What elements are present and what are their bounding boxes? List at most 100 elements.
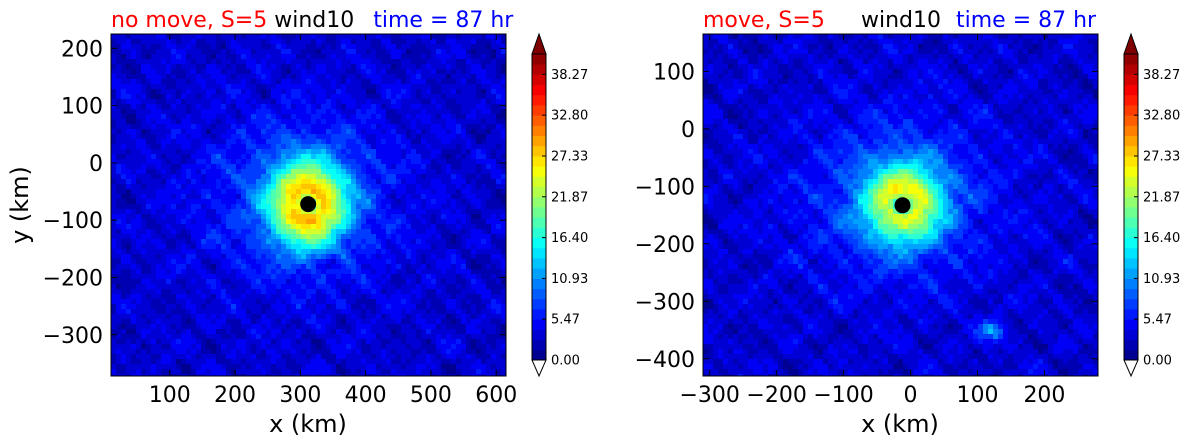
field-cell [276,309,282,315]
field-cell [481,154,487,160]
field-cell [376,249,382,255]
field-cell [496,289,502,295]
field-cell [431,254,437,260]
field-cell [411,124,417,130]
field-cell [471,239,477,245]
field-cell [181,174,187,180]
field-cell [186,229,192,235]
field-cell [386,104,392,110]
field-cell [151,314,157,320]
field-cell [401,184,407,190]
field-cell [276,284,282,290]
field-cell [491,214,497,220]
field-cell [496,264,502,270]
field-cell [436,239,442,245]
field-cell [461,34,467,40]
field-cell [316,224,322,230]
field-cell [371,264,377,270]
field-cell [181,309,187,315]
field-cell [411,219,417,225]
field-cell [326,74,332,80]
field-cell [371,109,377,115]
field-cell [441,274,447,280]
field-cell [446,224,452,230]
field-cell [206,239,212,245]
field-cell [426,114,432,120]
field-cell [476,214,482,220]
field-cell [496,334,502,340]
field-cell [156,144,162,150]
field-cell [151,189,157,195]
field-cell [231,244,237,250]
field-cell [476,119,482,125]
field-cell [336,114,342,120]
field-cell [181,34,187,40]
field-cell [186,129,192,135]
field-cell [231,144,237,150]
field-cell [316,324,322,330]
field-cell [131,139,137,145]
field-cell [226,149,232,155]
heatmap-field [111,34,506,376]
field-cell [461,119,467,125]
field-cell [356,59,362,65]
field-cell [271,334,277,340]
field-cell [136,304,142,310]
field-cell [421,299,427,305]
field-cell [301,119,307,125]
field-cell [421,54,427,60]
field-cell [331,234,337,240]
field-cell [426,184,432,190]
field-cell [301,34,307,40]
field-cell [401,329,407,335]
field-cell [326,164,332,170]
field-cell [156,259,162,265]
field-cell [366,114,372,120]
field-cell [336,54,342,60]
field-cell [116,44,122,50]
field-cell [266,279,272,285]
field-cell [186,174,192,180]
field-cell [416,314,422,320]
field-cell [201,344,207,350]
field-cell [376,134,382,140]
field-cell [236,154,242,160]
field-cell [466,189,472,195]
field-cell [191,84,197,90]
field-cell [451,159,457,165]
field-cell [216,184,222,190]
field-cell [366,129,372,135]
field-cell [406,114,412,120]
field-cell [191,54,197,60]
field-cell [346,239,352,245]
field-cell [216,314,222,320]
field-cell [471,129,477,135]
field-cell [491,149,497,155]
field-cell [141,274,147,280]
field-cell [306,174,312,180]
field-cell [206,39,212,45]
field-cell [141,319,147,325]
field-cell [436,344,442,350]
field-cell [311,179,317,185]
field-cell [226,74,232,80]
field-cell [261,234,267,240]
field-cell [346,69,352,75]
field-cell [471,84,477,90]
field-cell [471,139,477,145]
field-cell [316,294,322,300]
field-cell [251,179,257,185]
field-cell [191,119,197,125]
field-cell [391,229,397,235]
field-cell [271,54,277,60]
field-cell [266,209,272,215]
field-cell [131,194,137,200]
field-cell [216,189,222,195]
field-cell [121,284,127,290]
field-cell [366,334,372,340]
field-cell [301,254,307,260]
field-cell [116,164,122,170]
field-cell [446,179,452,185]
field-cell [121,309,127,315]
field-cell [411,294,417,300]
